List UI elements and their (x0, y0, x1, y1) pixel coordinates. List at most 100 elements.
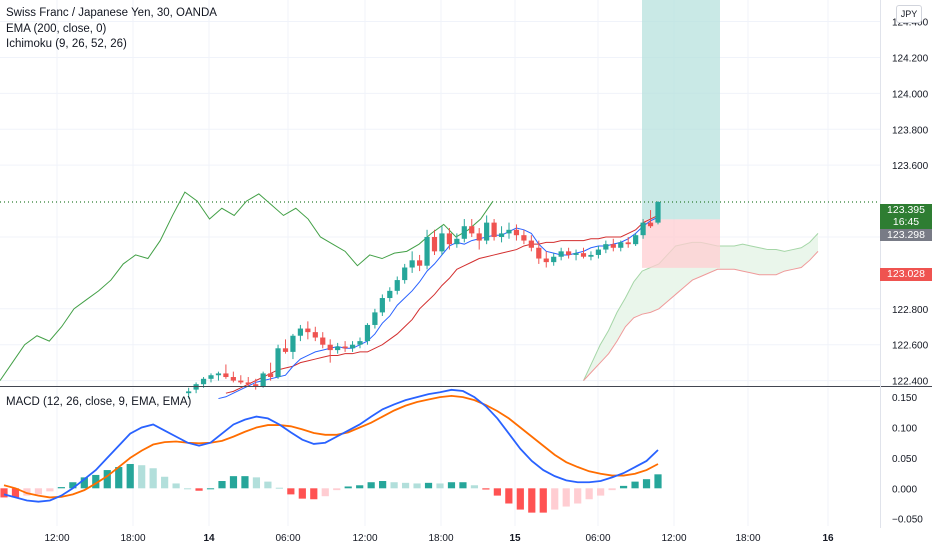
macd-histogram-bar (436, 483, 444, 489)
macd-histogram-bar (206, 488, 215, 490)
macd-histogram-bar (161, 476, 169, 489)
candle-body (200, 378, 207, 385)
lagging-span (0, 191, 494, 381)
candle-body (498, 233, 505, 237)
price-tick-label: 122.600 (892, 341, 929, 352)
candle-body (461, 226, 467, 239)
last-price-tag: 123.395 16:45 (880, 204, 932, 230)
macd-histogram-bar (413, 483, 421, 489)
legend-macd[interactable]: MACD (12, 26, close, 9, EMA, EMA) (6, 396, 192, 408)
macd-histogram-bar (103, 470, 111, 489)
macd-histogram-bar (493, 488, 501, 496)
macd-histogram-bar (57, 487, 65, 489)
macd-histogram-bar (23, 488, 31, 496)
macd-histogram-bar (11, 488, 20, 498)
candle-body (528, 240, 534, 248)
time-tick-label: 14 (203, 533, 215, 544)
candle-body (253, 384, 259, 386)
macd-histogram-bar (138, 465, 146, 489)
candle-body (342, 346, 348, 349)
time-tick-label: 06:00 (275, 533, 300, 544)
candle-body (290, 335, 296, 352)
candle-body (387, 290, 393, 299)
macd-pane (0, 388, 662, 513)
candle-body (513, 229, 520, 236)
macd-histogram-bar (562, 488, 570, 507)
macd-histogram-bar (654, 474, 662, 489)
time-tick-label: 18:00 (735, 533, 760, 544)
legend-ema[interactable]: EMA (200, close, 0) (6, 23, 107, 35)
candle-body (469, 226, 475, 234)
indicator-lines (0, 191, 659, 400)
macd-histogram-bar (551, 488, 559, 510)
macd-histogram-bar (401, 482, 410, 489)
candle-body (186, 391, 192, 394)
macd-histogram-bar (642, 479, 651, 489)
price-tick-label: 122.400 (892, 377, 929, 388)
macd-histogram-bar (574, 488, 582, 504)
candle-body (446, 233, 452, 245)
candle-body (245, 382, 251, 385)
candle-body (580, 253, 587, 257)
candle-body (282, 348, 289, 352)
candle-body (491, 222, 497, 237)
macd-histogram-bar (459, 482, 467, 489)
macd-line (3, 388, 659, 503)
macd-histogram-bar (92, 474, 100, 489)
macd-histogram-bar (390, 482, 398, 489)
time-tick-label: 16 (822, 533, 834, 544)
candle-body (476, 233, 482, 241)
price-tick-label: 124.000 (892, 89, 929, 100)
candle-body (215, 373, 222, 376)
candle-body (655, 201, 661, 223)
price-tick-label: 124.400 (892, 18, 929, 29)
time-tick-label: 15 (509, 533, 521, 544)
macd-histogram-bar (183, 488, 192, 490)
candles (186, 201, 661, 399)
candle-body (297, 328, 303, 336)
macd-histogram-bar (516, 488, 524, 510)
candle-body (573, 253, 579, 255)
macd-histogram-bar (298, 488, 306, 499)
candle-body (320, 337, 326, 345)
candle-body (268, 373, 274, 378)
legend-ichimoku[interactable]: Ichimoku (9, 26, 52, 26) (6, 38, 127, 50)
candle-body (566, 251, 572, 255)
candle-body (603, 244, 609, 250)
time-tick-label: 18:00 (428, 533, 453, 544)
candle-body (402, 267, 408, 281)
macd-histogram-bar (0, 488, 8, 498)
candle-body (364, 324, 371, 342)
macd-histogram-bar (241, 476, 249, 489)
candle-body (335, 346, 341, 351)
candle-body (543, 258, 549, 263)
candle-body (521, 235, 527, 241)
macd-histogram-bar (367, 482, 375, 489)
time-tick-label: 12:00 (352, 533, 377, 544)
macd-histogram-bar (34, 488, 43, 495)
base-line (225, 214, 659, 394)
candle-body (223, 373, 229, 378)
macd-histogram-bar (126, 463, 134, 489)
candle-body (610, 244, 616, 248)
macd-histogram-bar (287, 488, 295, 495)
macd-histogram-bar (447, 482, 456, 489)
macd-histogram-bar (539, 488, 547, 513)
macd-histogram-bar (585, 488, 593, 500)
macd-histogram-bar (470, 485, 479, 489)
macd-histogram-bar (597, 488, 605, 496)
macd-histogram-bar (69, 482, 77, 489)
loss-zone (642, 219, 720, 268)
legend-symbol[interactable]: Swiss Franc / Japanese Yen, 30, OANDA (6, 7, 217, 19)
conversion-line (218, 216, 659, 400)
candle-body (312, 332, 318, 338)
candle-body (484, 222, 490, 241)
macd-tick-label: 0.000 (892, 484, 917, 495)
macd-histogram-bar (344, 486, 352, 489)
macd-histogram-bar (356, 485, 364, 489)
candle-body (238, 380, 244, 383)
price-tick-label: 123.600 (892, 161, 929, 172)
currency-button[interactable]: JPY (896, 5, 922, 23)
